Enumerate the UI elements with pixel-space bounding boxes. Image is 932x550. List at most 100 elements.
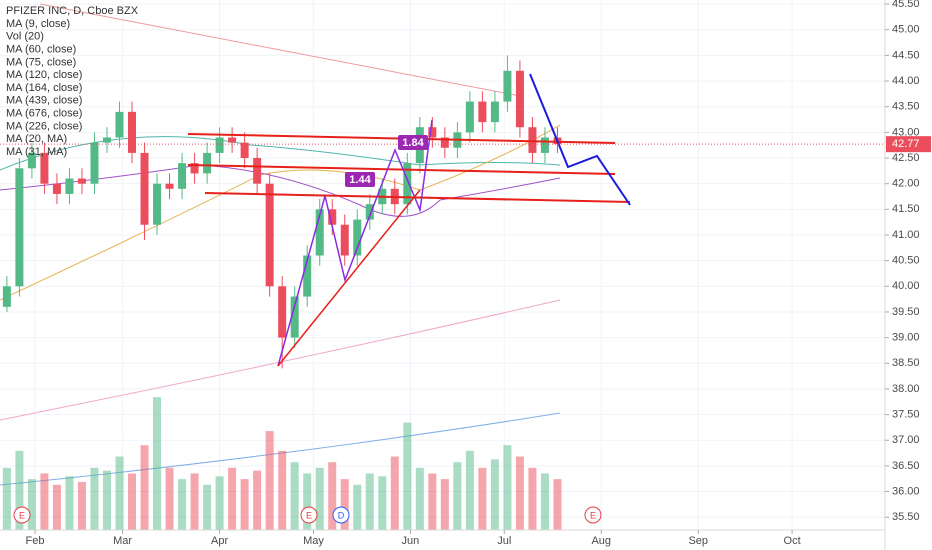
volume-bar — [315, 467, 324, 530]
y-tick-label: 37.00 — [892, 434, 920, 446]
annotation-label: 1.84 — [402, 137, 424, 149]
y-tick-label: 45.50 — [892, 0, 920, 10]
trend-line — [204, 192, 631, 203]
candle-body — [440, 137, 449, 148]
volume-bar — [265, 431, 274, 530]
volume-bar — [503, 445, 512, 530]
candle-body — [503, 70, 512, 102]
event-label: E — [19, 510, 25, 520]
candle-body — [528, 127, 537, 153]
candle-body — [128, 111, 137, 153]
legend-entry: MA (31, MA) — [6, 146, 67, 158]
y-tick-label: 41.00 — [892, 229, 920, 241]
candle-body — [65, 178, 74, 194]
projection-arrow — [529, 73, 631, 206]
legend-entry: MA (60, close) — [6, 44, 76, 56]
volume-bar — [140, 445, 149, 530]
volume-bar — [215, 476, 224, 530]
candle-body — [290, 296, 299, 338]
candle-body — [77, 178, 86, 184]
candle-body — [353, 219, 362, 256]
volume-bar — [403, 422, 412, 530]
volume-bar — [15, 450, 24, 530]
y-tick-label: 40.00 — [892, 280, 920, 292]
volume-bar — [190, 473, 199, 530]
candle-body — [52, 183, 61, 194]
ma-line — [39, 3, 521, 97]
candle-body — [278, 286, 287, 338]
volume-bar — [553, 479, 562, 530]
x-tick-label: Jul — [497, 535, 511, 547]
candle-body — [203, 152, 212, 174]
ma-line — [0, 412, 561, 486]
volume-bar — [353, 484, 362, 530]
volume-bar — [528, 467, 537, 530]
x-tick-label: Jun — [402, 535, 420, 547]
candle-body — [90, 142, 99, 184]
candle-body — [490, 101, 499, 123]
candle-body — [265, 183, 274, 287]
volume-bar — [465, 450, 474, 530]
last-price-tag — [886, 136, 931, 153]
volume-bar — [165, 467, 174, 530]
volume-bar — [65, 476, 74, 530]
y-tick-label: 44.00 — [892, 75, 920, 87]
volume-bar — [90, 467, 99, 530]
legend-entry: Vol (20) — [6, 31, 44, 43]
candle-body — [303, 255, 312, 297]
candle-body — [403, 163, 412, 205]
volume-bar — [240, 479, 249, 530]
volume-bar — [290, 462, 299, 530]
y-tick-label: 38.50 — [892, 357, 920, 369]
price-axis-bg — [885, 0, 932, 550]
volume-bar — [278, 450, 287, 530]
ma-line — [0, 136, 561, 171]
y-tick-label: 39.00 — [892, 332, 920, 344]
candle-body — [315, 209, 324, 256]
candle-body — [140, 152, 149, 225]
volume-bar — [453, 462, 462, 530]
y-tick-label: 42.00 — [892, 178, 920, 190]
candle-body — [540, 137, 549, 153]
volume-bar — [303, 473, 312, 530]
ma-line — [0, 124, 561, 301]
candle-body — [515, 70, 524, 128]
x-tick-label: Oct — [784, 535, 801, 547]
chart-title: PFIZER INC, D, Cboe BZX — [6, 5, 139, 17]
annotation-box — [345, 172, 375, 187]
volume-bar — [415, 467, 424, 530]
candle-body — [340, 224, 349, 256]
volume-bar — [428, 473, 437, 530]
y-tick-label: 41.50 — [892, 203, 920, 215]
x-tick-label: Apr — [211, 535, 228, 547]
volume-bar — [378, 476, 387, 530]
event-label: E — [590, 510, 596, 520]
candle-body — [27, 152, 36, 169]
candle-body — [2, 286, 11, 307]
y-tick-label: 40.50 — [892, 255, 920, 267]
candle-body — [228, 137, 237, 143]
volume-bar — [102, 470, 111, 530]
candle-body — [153, 183, 162, 225]
candle-body — [178, 163, 187, 189]
last-price-label: 42.77 — [892, 138, 920, 150]
volume-bar — [328, 462, 337, 530]
candle-body — [40, 152, 49, 184]
volume-bar — [27, 479, 36, 530]
volume-bar — [365, 473, 374, 530]
legend-entry: MA (20, MA) — [6, 133, 67, 145]
y-tick-label: 36.00 — [892, 485, 920, 497]
legend-entry: MA (164, close) — [6, 82, 82, 94]
y-tick-label: 42.50 — [892, 152, 920, 164]
volume-bar — [178, 479, 187, 530]
candle-body — [15, 168, 24, 287]
annotation-box — [398, 135, 428, 150]
volume-bar — [40, 473, 49, 530]
candle-body — [102, 137, 111, 143]
y-tick-label: 38.00 — [892, 383, 920, 395]
annotation-label: 1.44 — [349, 174, 371, 186]
volume-bar — [515, 456, 524, 530]
volume-bar — [2, 467, 11, 530]
ma-line — [0, 299, 561, 421]
volume-bar — [77, 481, 86, 530]
